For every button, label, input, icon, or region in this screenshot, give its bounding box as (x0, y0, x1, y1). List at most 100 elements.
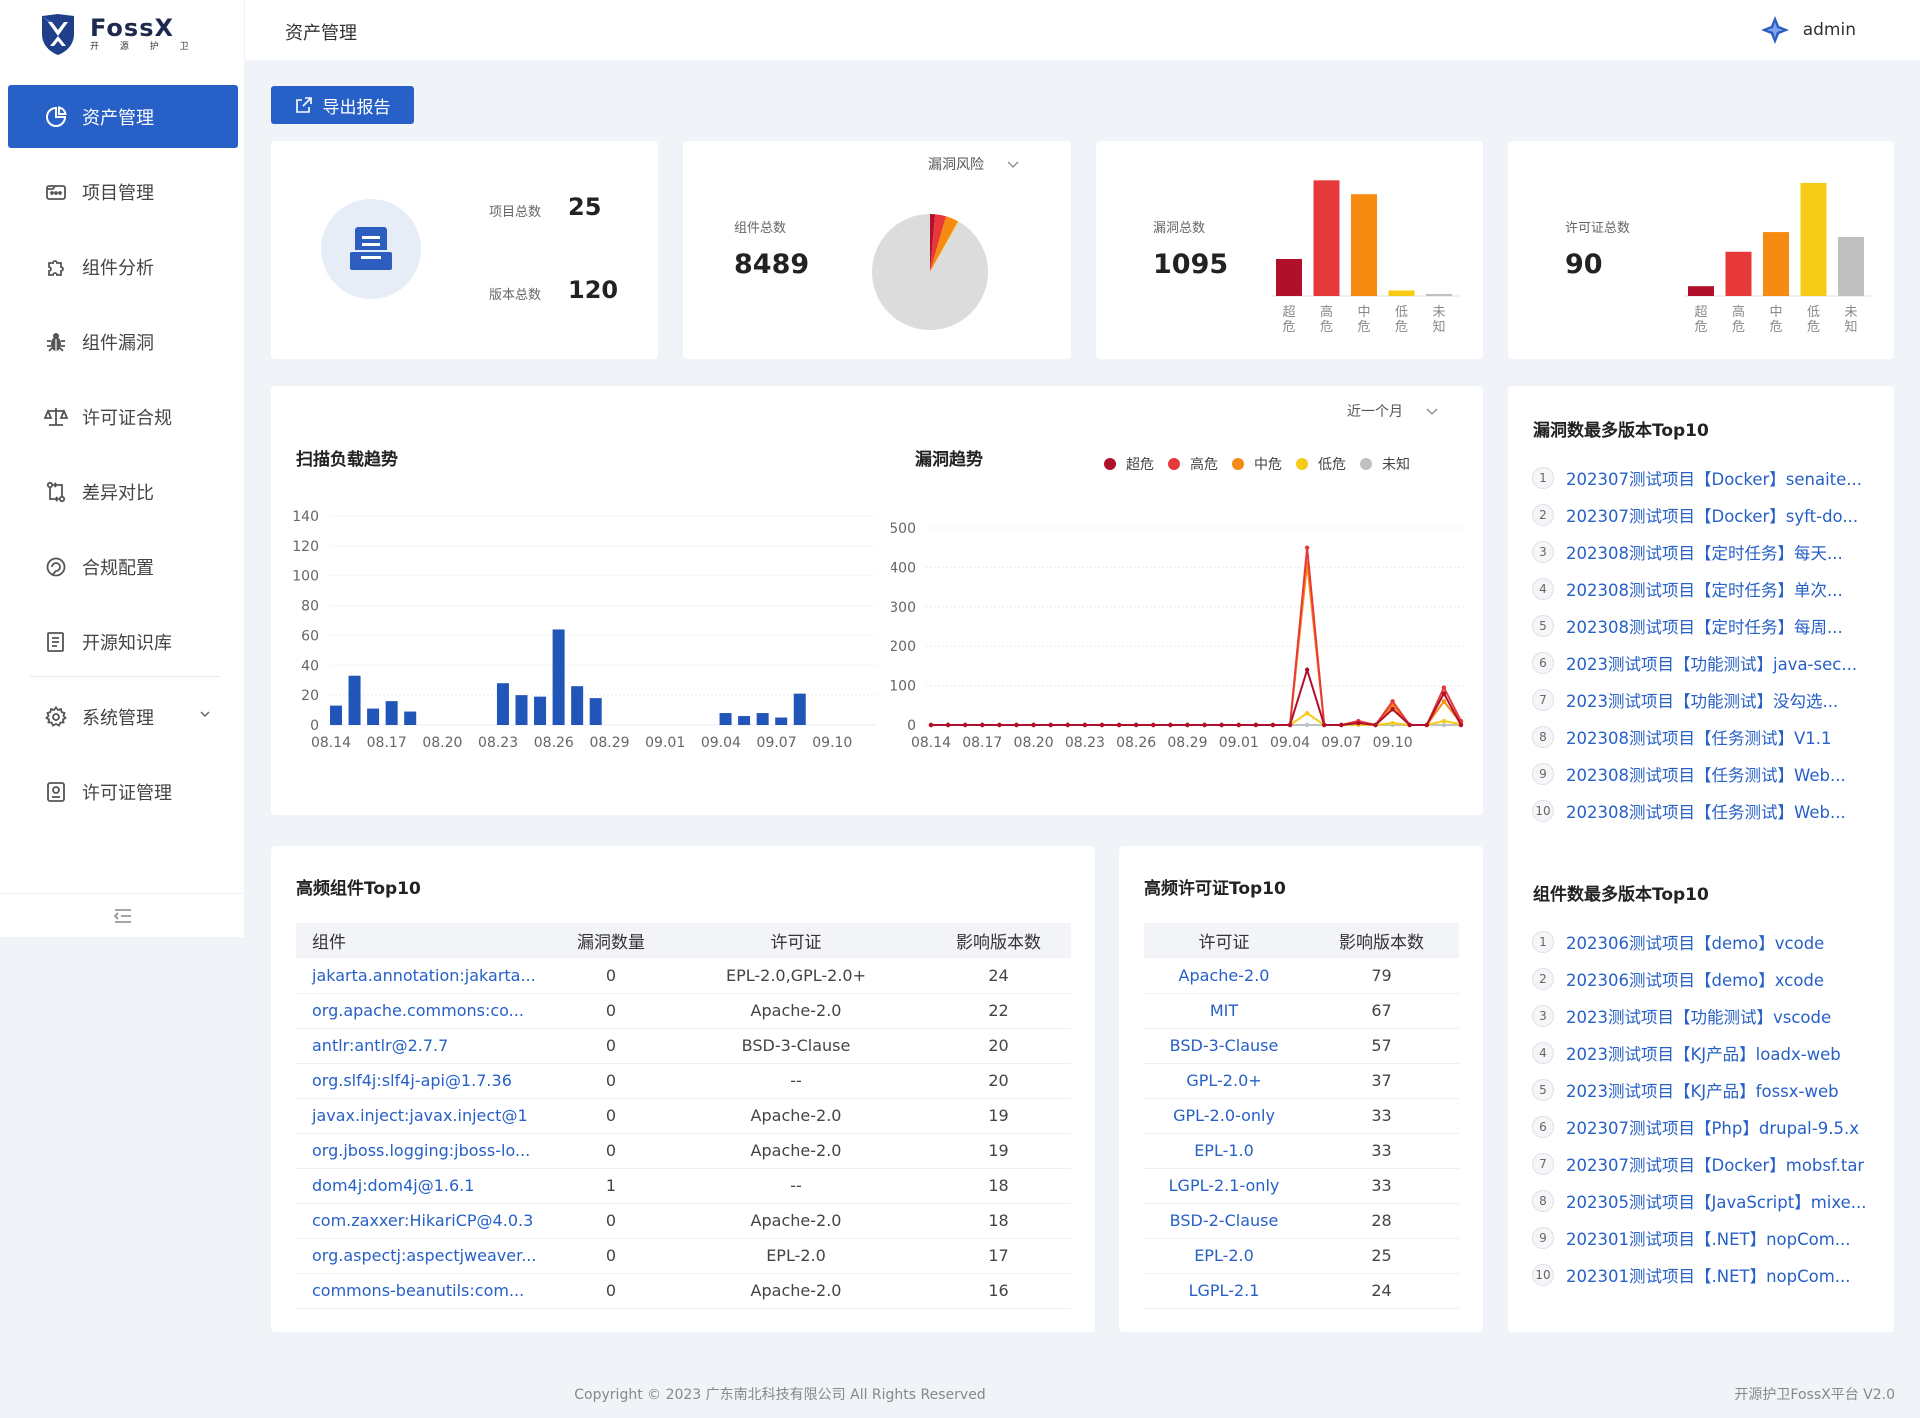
sidebar-item-compliance-config[interactable]: 合规配置 (8, 535, 238, 598)
sidebar-item-license-compliance[interactable]: 许可证合规 (8, 385, 238, 448)
version-link[interactable]: 202308测试项目【定时任务】每周... (1566, 617, 1843, 637)
data-point[interactable] (1185, 722, 1190, 728)
version-link[interactable]: 202307测试项目【Docker】senaite... (1566, 469, 1863, 489)
data-point[interactable] (1390, 699, 1395, 704)
data-point[interactable] (1441, 699, 1447, 704)
user-menu[interactable]: admin (1759, 14, 1856, 46)
component-link[interactable]: antlr:antlr@2.7.7 (296, 1028, 556, 1064)
bar[interactable] (1426, 294, 1452, 296)
data-point[interactable] (1168, 722, 1173, 728)
list-item[interactable]: 9 202308测试项目【任务测试】Web... (1532, 755, 1882, 792)
list-item[interactable]: 1 202306测试项目【demo】vcode (1532, 923, 1882, 960)
license-link[interactable]: MIT (1144, 993, 1304, 1029)
component-link[interactable]: com.zaxxer:HikariCP@4.0.3 (296, 1203, 556, 1239)
table-row[interactable]: javax.inject:javax.inject@1 0 Apache-2.0 19 (296, 1098, 1071, 1134)
license-link[interactable]: BSD-3-Clause (1144, 1028, 1304, 1064)
version-link[interactable]: 202308测试项目【任务测试】Web... (1566, 802, 1846, 822)
component-link[interactable]: org.jboss.logging:jboss-lo... (296, 1133, 556, 1169)
table-row[interactable]: org.jboss.logging:jboss-lo... 0 Apache-2.0… (296, 1133, 1071, 1169)
bar[interactable] (367, 708, 380, 725)
bar[interactable] (756, 713, 769, 725)
pie-slice[interactable] (930, 214, 947, 272)
version-link[interactable]: 2023测试项目【KJ产品】fossx-web (1566, 1081, 1839, 1101)
sidebar-item-projects[interactable]: 项目管理 (8, 160, 238, 223)
table-row[interactable]: dom4j:dom4j@1.6.1 1 -- 18 (296, 1168, 1071, 1204)
version-link[interactable]: 202308测试项目【定时任务】单次... (1566, 580, 1843, 600)
list-item[interactable]: 3 202308测试项目【定时任务】每天... (1532, 533, 1882, 570)
version-link[interactable]: 202307测试项目【Docker】syft-do... (1566, 506, 1859, 526)
data-point[interactable] (1287, 722, 1293, 728)
list-item[interactable]: 9 202301测试项目【.NET】nopCom... (1532, 1219, 1882, 1256)
table-row[interactable]: EPL-1.0 33 (1144, 1133, 1459, 1169)
bar[interactable] (348, 675, 361, 725)
data-point[interactable] (1356, 720, 1361, 726)
list-item[interactable]: 4 202308测试项目【定时任务】单次... (1532, 570, 1882, 607)
version-link[interactable]: 202301测试项目【.NET】nopCom... (1566, 1266, 1851, 1286)
component-link[interactable]: jakarta.annotation:jakarta... (296, 958, 556, 994)
list-item[interactable]: 10 202301测试项目【.NET】nopCom... (1532, 1256, 1882, 1293)
bar[interactable] (385, 701, 398, 725)
bar[interactable] (1725, 251, 1752, 296)
bar[interactable] (1351, 194, 1377, 296)
pie-slice[interactable] (930, 216, 958, 272)
pie-slice[interactable] (930, 214, 936, 272)
table-row[interactable]: org.slf4j:slf4j-api@1.7.36 0 -- 20 (296, 1063, 1071, 1099)
data-point[interactable] (1304, 545, 1310, 550)
data-point[interactable] (1099, 722, 1105, 728)
data-point[interactable] (1458, 722, 1464, 728)
version-link[interactable]: 202306测试项目【demo】vcode (1566, 933, 1825, 953)
bar[interactable] (775, 717, 788, 725)
logo[interactable]: FossX 开 源 护 卫 (38, 12, 198, 56)
list-item[interactable]: 4 2023测试项目【KJ产品】loadx-web (1532, 1034, 1882, 1071)
sidebar-item-system[interactable]: 系统管理 (8, 685, 238, 748)
version-link[interactable]: 2023测试项目【功能测试】vscode (1566, 1007, 1832, 1027)
version-link[interactable]: 202308测试项目【任务测试】V1.1 (1566, 728, 1832, 748)
bar[interactable] (534, 696, 547, 725)
data-point[interactable] (1390, 720, 1395, 726)
version-link[interactable]: 202308测试项目【任务测试】Web... (1566, 765, 1846, 785)
data-point[interactable] (1322, 722, 1327, 728)
component-link[interactable]: org.aspectj:aspectjweaver... (296, 1238, 556, 1274)
data-point[interactable] (1151, 722, 1156, 728)
bar[interactable] (719, 713, 732, 725)
data-point[interactable] (1065, 722, 1070, 728)
list-item[interactable]: 8 202305测试项目【JavaScript】mixe... (1532, 1182, 1882, 1219)
table-row[interactable]: org.apache.commons:co... 0 Apache-2.0 22 (296, 993, 1071, 1029)
component-link[interactable]: commons-beanutils:com... (296, 1273, 556, 1309)
data-point[interactable] (1441, 685, 1447, 690)
table-row[interactable]: jakarta.annotation:jakarta... 0 EPL-2.0,GP… (296, 958, 1071, 994)
data-point[interactable] (1082, 722, 1088, 728)
data-point[interactable] (980, 722, 985, 728)
list-item[interactable]: 8 202308测试项目【任务测试】V1.1 (1532, 718, 1882, 755)
license-link[interactable]: BSD-2-Clause (1144, 1203, 1304, 1239)
data-point[interactable] (1253, 722, 1259, 728)
version-link[interactable]: 202307测试项目【Docker】mobsf.tar (1566, 1155, 1865, 1175)
version-link[interactable]: 2023测试项目【KJ产品】loadx-web (1566, 1044, 1841, 1064)
data-point[interactable] (1424, 722, 1430, 728)
list-item[interactable]: 6 202307测试项目【Php】drupal-9.5.x (1532, 1108, 1882, 1145)
license-link[interactable]: GPL-2.0+ (1144, 1063, 1304, 1099)
list-item[interactable]: 3 2023测试项目【功能测试】vscode (1532, 997, 1882, 1034)
bar[interactable] (571, 686, 584, 725)
data-point[interactable] (1133, 722, 1139, 728)
table-row[interactable]: MIT 67 (1144, 993, 1459, 1029)
collapse-sidebar-button[interactable] (0, 893, 245, 937)
bar[interactable] (330, 705, 342, 725)
bar[interactable] (793, 693, 806, 725)
sidebar-item-assets[interactable]: 资产管理 (8, 85, 238, 148)
component-link[interactable]: dom4j:dom4j@1.6.1 (296, 1168, 556, 1204)
pie-slice[interactable] (930, 221, 959, 272)
license-link[interactable]: EPL-2.0 (1144, 1238, 1304, 1274)
bar[interactable] (1688, 286, 1714, 296)
version-link[interactable]: 202307测试项目【Php】drupal-9.5.x (1566, 1118, 1859, 1138)
bar[interactable] (1800, 182, 1827, 296)
legend-item[interactable]: 超危 (1104, 454, 1154, 474)
list-item[interactable]: 10 202308测试项目【任务测试】Web... (1532, 792, 1882, 829)
sidebar-item-diff[interactable]: 差异对比 (8, 460, 238, 523)
sidebar-item-component-analysis[interactable]: 组件分析 (8, 235, 238, 298)
list-item[interactable]: 5 202308测试项目【定时任务】每周... (1532, 607, 1882, 644)
table-row[interactable]: LGPL-2.1-only 33 (1144, 1168, 1459, 1204)
sidebar-item-component-vulns[interactable]: 组件漏洞 (8, 310, 238, 373)
license-link[interactable]: LGPL-2.1 (1144, 1273, 1304, 1309)
license-link[interactable]: EPL-1.0 (1144, 1133, 1304, 1169)
